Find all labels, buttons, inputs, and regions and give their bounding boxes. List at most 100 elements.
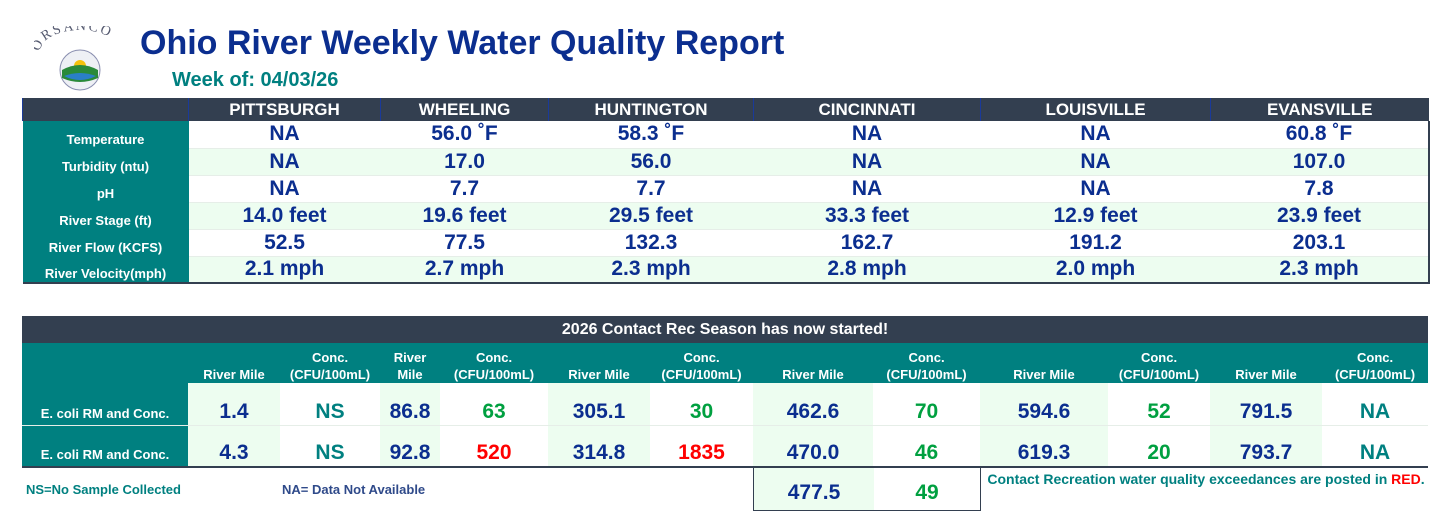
value-cell: NA [188,175,381,203]
row-label: River Stage (ft) [22,202,189,229]
value-cell: 2.7 mph [380,256,549,284]
value-cell: 2.1 mph [188,256,381,284]
city-header: CINCINNATI [753,98,981,121]
row-label: E. coli RM and Conc. [22,383,188,426]
city-header: HUNTINGTON [548,98,754,121]
conc-cell: 52 [1108,383,1210,426]
conc-cell: 520 [440,425,548,468]
value-cell: NA [188,121,381,149]
city-header: PITTSBURGH [188,98,381,121]
value-cell: 17.0 [380,148,549,176]
river-mile-cell: 462.6 [753,383,873,426]
column-header: River Mile [1210,343,1322,383]
river-mile-cell: 470.0 [753,425,873,468]
ecoli-table: 2026 Contact Rec Season has now started!… [22,316,1429,468]
column-header: River Mile [980,343,1108,383]
value-cell: NA [188,148,381,176]
summary-row: River Velocity(mph) 2.1 mph 2.7 mph 2.3 mph… [22,256,1430,284]
value-cell: 60.8 ˚F [1210,121,1430,149]
extra-river-mile: 477.5 [754,468,874,510]
value-cell: 77.5 [380,229,549,257]
river-mile-cell: 1.4 [188,383,280,426]
value-cell: 2.3 mph [548,256,754,284]
value-cell: 56.0 ˚F [380,121,549,149]
summary-row: Turbidity (ntu) NA 17.0 56.0 NA NA 107.0 [22,148,1430,176]
city-header: WHEELING [380,98,549,121]
summary-table: PITTSBURGH WHEELING HUNTINGTON CINCINNATI LO… [22,98,1430,284]
city-header: LOUISVILLE [980,98,1211,121]
river-mile-cell: 594.6 [980,383,1108,426]
value-cell: 132.3 [548,229,754,257]
river-mile-cell: 4.3 [188,425,280,468]
value-cell: 162.7 [753,229,981,257]
value-cell: 14.0 feet [188,202,381,230]
value-cell: NA [753,148,981,176]
conc-cell: 46 [873,425,980,468]
value-cell: NA [980,121,1211,149]
column-header: River Mile [753,343,873,383]
column-header: River Mile [380,343,440,383]
row-label: River Flow (KCFS) [22,229,189,256]
value-cell: 52.5 [188,229,381,257]
page-title: Ohio River Weekly Water Quality Report [140,24,785,62]
ecoli-row: E. coli RM and Conc. 4.3 NS 92.8 520 314.8 183… [22,425,1429,468]
river-mile-cell: 305.1 [548,383,650,426]
city-header: EVANSVILLE [1210,98,1429,121]
ecoli-title: 2026 Contact Rec Season has now started! [22,316,1429,343]
value-cell: 56.0 [548,148,754,176]
row-label: Temperature [22,121,189,148]
ecoli-title-row: 2026 Contact Rec Season has now started! [22,316,1429,343]
exceedance-note: Contact Recreation water quality exceeda… [984,470,1428,489]
summary-row: Temperature NA 56.0 ˚F 58.3 ˚F NA NA 60.8 ˚F [22,121,1430,149]
corner-cell [22,343,188,383]
river-mile-cell: 619.3 [980,425,1108,468]
river-mile-cell: 92.8 [380,425,440,468]
column-header: Conc. (CFU/100mL) [1108,343,1210,383]
column-header: Conc. (CFU/100mL) [440,343,548,383]
conc-cell: 63 [440,383,548,426]
column-header: Conc. (CFU/100mL) [650,343,753,383]
value-cell: 2.3 mph [1210,256,1430,284]
legend-na: NA= Data Not Available [282,482,426,497]
column-header: River Mile [548,343,650,383]
value-cell: 7.8 [1210,175,1430,203]
value-cell: 12.9 feet [980,202,1211,230]
ecoli-extra-row: 477.5 49 [753,468,981,511]
ecoli-row: E. coli RM and Conc. 1.4 NS 86.8 63 305.1 30 46… [22,383,1429,426]
column-header: River Mile [188,343,280,383]
value-cell: 7.7 [548,175,754,203]
note-suffix: . [1420,471,1425,487]
conc-cell: NA [1322,383,1429,426]
value-cell: NA [753,121,981,149]
orsanco-logo: ORSANCO [34,26,113,91]
row-label: E. coli RM and Conc. [22,425,188,468]
note-red: RED [1391,471,1421,487]
extra-conc: 49 [915,481,939,504]
value-cell: NA [980,175,1211,203]
row-label: River Velocity(mph) [22,256,189,283]
summary-row: pH NA 7.7 7.7 NA NA 7.8 [22,175,1430,203]
river-mile-cell: 86.8 [380,383,440,426]
conc-cell: NA [1322,425,1429,468]
river-mile-cell: 793.7 [1210,425,1322,468]
conc-cell: 20 [1108,425,1210,468]
value-cell: 2.0 mph [980,256,1211,284]
value-cell: 203.1 [1210,229,1430,257]
value-cell: NA [980,148,1211,176]
river-mile-cell: 314.8 [548,425,650,468]
conc-cell: NS [280,425,380,468]
summary-row: River Flow (KCFS) 52.5 77.5 132.3 162.7 191.2… [22,229,1430,257]
ecoli-section: 2026 Contact Rec Season has now started!… [22,316,1429,514]
value-cell: 191.2 [980,229,1211,257]
summary-row: River Stage (ft) 14.0 feet 19.6 feet 29.5 f… [22,202,1430,230]
row-label: pH [22,175,189,202]
column-header: Conc. (CFU/100mL) [280,343,380,383]
conc-cell: 30 [650,383,753,426]
week-of: Week of: 04/03/26 [172,69,339,91]
note-text: Contact Recreation water quality exceeda… [987,471,1392,487]
legend-ns: NS=No Sample Collected [26,482,181,497]
value-cell: 29.5 feet [548,202,754,230]
value-cell: 19.6 feet [380,202,549,230]
value-cell: 33.3 feet [753,202,981,230]
value-cell: 58.3 ˚F [548,121,754,149]
